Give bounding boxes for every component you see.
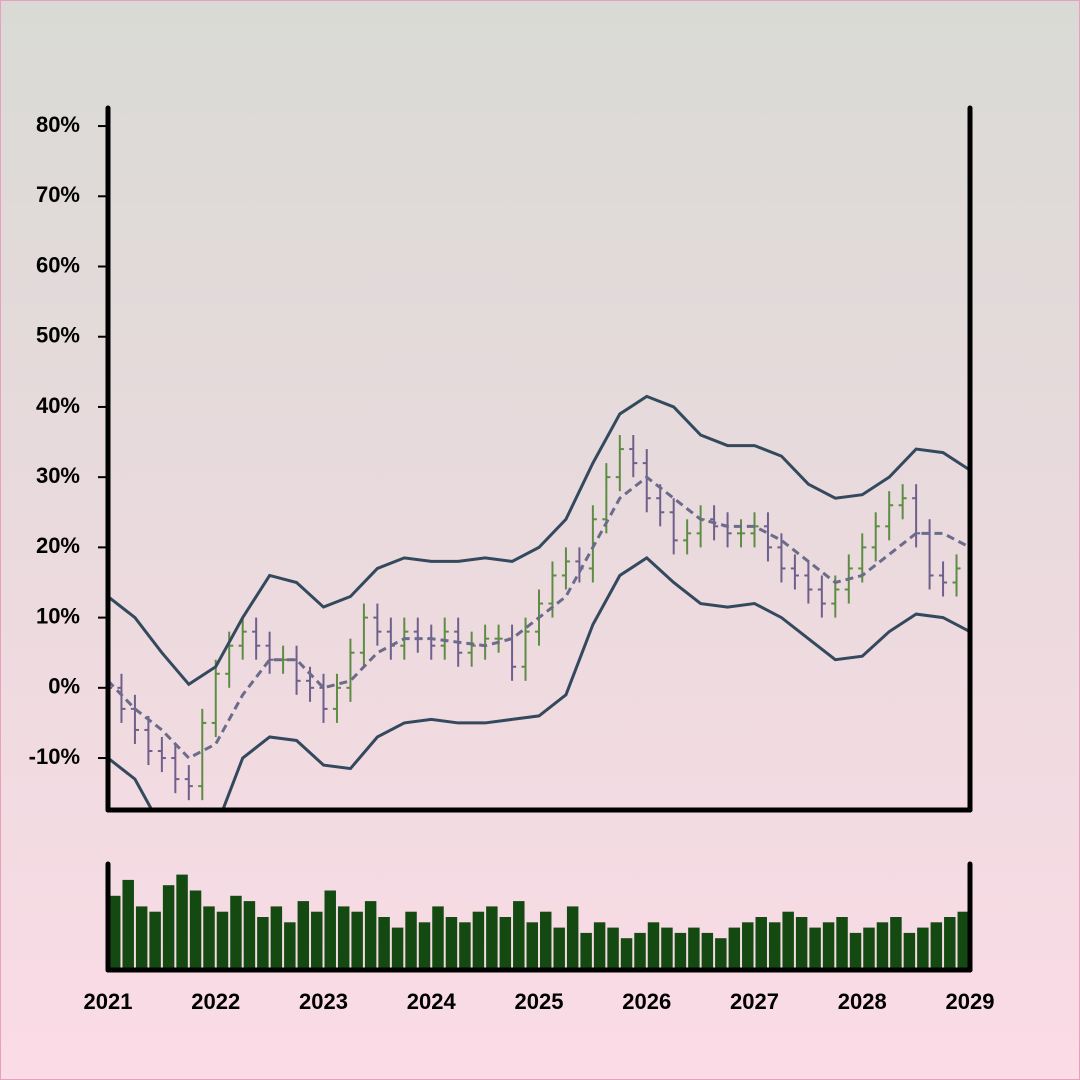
y-tick-label: 50% bbox=[36, 323, 80, 348]
volume-bar bbox=[337, 906, 350, 970]
volume-bar bbox=[768, 922, 781, 970]
volume-bar bbox=[162, 885, 175, 970]
middle-band bbox=[108, 475, 970, 760]
volume-bar bbox=[324, 890, 336, 970]
x-tick-label: 2027 bbox=[730, 989, 779, 1014]
volume-bar bbox=[189, 890, 202, 970]
price-plot bbox=[108, 394, 970, 810]
volume-bar bbox=[688, 927, 700, 970]
y-tick-label: 70% bbox=[36, 182, 80, 207]
volume-bar bbox=[257, 917, 269, 970]
y-tick-label: 30% bbox=[36, 463, 80, 488]
x-tick-label: 2026 bbox=[622, 989, 671, 1014]
x-tick-label: 2022 bbox=[191, 989, 240, 1014]
volume-bar bbox=[607, 927, 619, 970]
volume-plot bbox=[109, 874, 969, 970]
volume-bar bbox=[432, 906, 444, 970]
volume-bar bbox=[216, 911, 229, 970]
volume-bar bbox=[944, 917, 956, 970]
volume-bar bbox=[513, 901, 525, 970]
volume-bar bbox=[634, 932, 646, 970]
axes bbox=[105, 105, 973, 973]
volume-bar bbox=[149, 911, 161, 970]
x-tick-label: 2021 bbox=[84, 989, 133, 1014]
volume-bar bbox=[701, 932, 714, 970]
volume-bar bbox=[284, 922, 296, 970]
y-tick-label: 20% bbox=[36, 533, 80, 558]
volume-bar bbox=[890, 917, 902, 970]
volume-bar bbox=[176, 874, 188, 970]
volume-bar bbox=[230, 895, 242, 970]
volume-bar bbox=[472, 911, 485, 970]
x-tick-label: 2028 bbox=[838, 989, 887, 1014]
volume-bar bbox=[849, 932, 862, 970]
volume-bar bbox=[836, 917, 848, 970]
volume-bar bbox=[661, 927, 673, 970]
volume-bar bbox=[876, 922, 889, 970]
volume-bar bbox=[957, 911, 969, 970]
y-tick-label: 80% bbox=[36, 112, 80, 137]
volume-bar bbox=[715, 938, 727, 970]
upper-band bbox=[108, 394, 970, 687]
volume-bar bbox=[566, 906, 579, 970]
volume-bar bbox=[364, 901, 377, 970]
y-tick-label: 60% bbox=[36, 252, 80, 277]
volume-bar bbox=[620, 938, 633, 970]
volume-bar bbox=[135, 906, 148, 970]
x-tick-label: 2023 bbox=[299, 989, 348, 1014]
y-tick-label: 10% bbox=[36, 603, 80, 628]
volume-bar bbox=[351, 911, 363, 970]
volume-bar bbox=[109, 895, 121, 970]
x-tick-label: 2024 bbox=[407, 989, 457, 1014]
volume-bar bbox=[526, 922, 538, 970]
volume-bar bbox=[580, 932, 592, 970]
volume-bar bbox=[742, 922, 754, 970]
volume-bar bbox=[486, 906, 498, 970]
x-tick-label: 2025 bbox=[515, 989, 564, 1014]
volume-bar bbox=[593, 922, 606, 970]
y-tick-label: 40% bbox=[36, 393, 80, 418]
volume-bar bbox=[795, 917, 808, 970]
volume-bar bbox=[728, 927, 741, 970]
volume-bar bbox=[553, 927, 565, 970]
volume-bar bbox=[203, 906, 215, 970]
volume-bar bbox=[243, 901, 256, 970]
volume-bar bbox=[391, 927, 404, 970]
y-tick-label: 0% bbox=[48, 674, 80, 699]
volume-bar bbox=[917, 927, 929, 970]
volume-bar bbox=[122, 879, 134, 970]
volume-bar bbox=[297, 901, 310, 970]
volume-bar bbox=[903, 932, 916, 970]
volume-bar bbox=[405, 911, 417, 970]
volume-bar bbox=[311, 911, 323, 970]
volume-bar bbox=[445, 917, 458, 970]
volume-bar bbox=[378, 917, 390, 970]
volume-bar bbox=[863, 927, 875, 970]
volume-bar bbox=[674, 932, 687, 970]
volume-bar bbox=[822, 922, 835, 970]
volume-bar bbox=[540, 911, 552, 970]
volume-bar bbox=[930, 922, 943, 970]
volume-bar bbox=[418, 922, 431, 970]
volume-bar bbox=[459, 922, 471, 970]
volume-bar bbox=[755, 917, 767, 970]
volume-bar bbox=[809, 927, 821, 970]
y-tick-label: -10% bbox=[29, 744, 80, 769]
volume-bar bbox=[647, 922, 660, 970]
x-tick-label: 2029 bbox=[946, 989, 995, 1014]
volume-bar bbox=[270, 906, 283, 970]
volume-bar bbox=[499, 917, 512, 970]
lower-band bbox=[108, 556, 970, 810]
volume-bar bbox=[782, 911, 794, 970]
